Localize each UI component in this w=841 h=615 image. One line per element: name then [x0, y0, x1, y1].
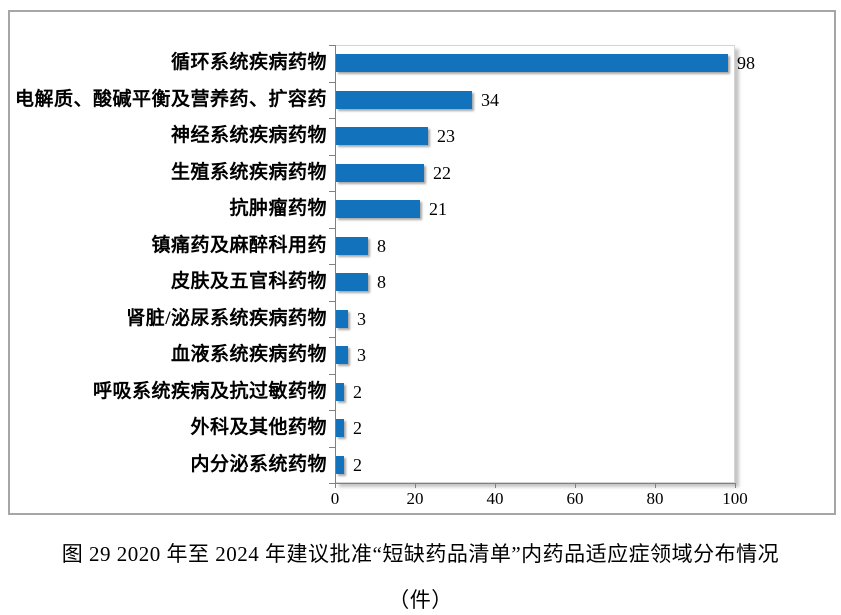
- y-axis-tick: [329, 301, 335, 302]
- bar: [336, 382, 344, 401]
- x-tick-label: 20: [406, 489, 424, 508]
- x-tick-label: 40: [486, 489, 504, 508]
- bar-value-label: 2: [353, 454, 362, 475]
- category-label: 皮肤及五官科药物: [170, 271, 327, 292]
- x-tick-label: 80: [646, 489, 664, 508]
- bar-value-label: 2: [353, 381, 362, 402]
- x-axis-tick: [415, 483, 416, 488]
- category-label: 镇痛药及麻醉科用药: [151, 234, 327, 256]
- category-label: 生殖系统疾病药物: [170, 161, 327, 183]
- y-axis-tick: [329, 155, 335, 156]
- category-label: 电解质、酸碱平衡及营养药、扩容药: [14, 88, 327, 110]
- y-axis-tick: [329, 45, 335, 46]
- y-axis-tick: [329, 447, 335, 448]
- bar: [336, 309, 348, 328]
- y-axis-tick: [329, 337, 335, 338]
- bar: [336, 346, 348, 365]
- category-label: 内分泌系统药物: [190, 453, 327, 475]
- category-label: 外科及其他药物: [190, 417, 327, 438]
- x-axis-line: [335, 483, 736, 484]
- x-axis-tick: [735, 483, 736, 488]
- x-tick-label: 100: [722, 489, 748, 508]
- figure-caption: 图 29 2020 年至 2024 年建议批准“短缺药品清单”内药品适应症领域分…: [61, 542, 780, 566]
- category-label: 循环系统疾病药物: [170, 52, 327, 73]
- category-label: 呼吸系统疾病及抗过敏药物: [92, 380, 327, 402]
- y-axis-tick: [329, 374, 335, 375]
- y-axis-tick: [329, 264, 335, 265]
- bar-value-label: 34: [481, 89, 499, 110]
- x-axis-tick: [575, 483, 576, 488]
- bar-value-label: 8: [377, 235, 386, 256]
- category-label: 肾脏/泌尿系统疾病药物: [126, 307, 327, 329]
- x-axis-tick: [495, 483, 496, 488]
- bar: [336, 200, 420, 219]
- bar-value-label: 3: [357, 345, 366, 365]
- plot-area: [335, 45, 735, 483]
- x-axis-tick: [335, 483, 336, 488]
- y-axis-tick: [329, 228, 335, 229]
- bar-value-label: 3: [357, 308, 366, 329]
- bar-value-label: 23: [437, 126, 455, 146]
- bar: [336, 273, 368, 292]
- figure-caption-unit: （件）: [388, 588, 453, 612]
- bar: [336, 419, 344, 438]
- bar-value-label: 22: [433, 162, 451, 183]
- y-axis-tick: [329, 191, 335, 192]
- category-label: 抗肿瘤药物: [229, 198, 327, 219]
- bar-value-label: 21: [429, 199, 447, 219]
- bar: [336, 455, 344, 474]
- x-tick-label: 0: [330, 489, 340, 508]
- y-axis-tick: [329, 82, 335, 83]
- bar: [336, 236, 368, 255]
- y-axis-tick: [329, 118, 335, 119]
- bar-value-label: 2: [353, 418, 362, 438]
- y-axis-tick: [329, 483, 335, 484]
- bar: [336, 54, 728, 73]
- bar-value-label: 8: [377, 272, 386, 292]
- bar: [336, 163, 424, 182]
- x-tick-label: 60: [566, 489, 584, 508]
- bar: [336, 90, 472, 109]
- y-axis-line: [335, 45, 336, 484]
- category-label: 神经系统疾病药物: [170, 125, 327, 146]
- y-axis-tick: [329, 410, 335, 411]
- category-label: 血液系统疾病药物: [170, 344, 327, 365]
- bar-value-label: 98: [737, 53, 755, 73]
- x-axis-tick: [655, 483, 656, 488]
- bar: [336, 127, 428, 146]
